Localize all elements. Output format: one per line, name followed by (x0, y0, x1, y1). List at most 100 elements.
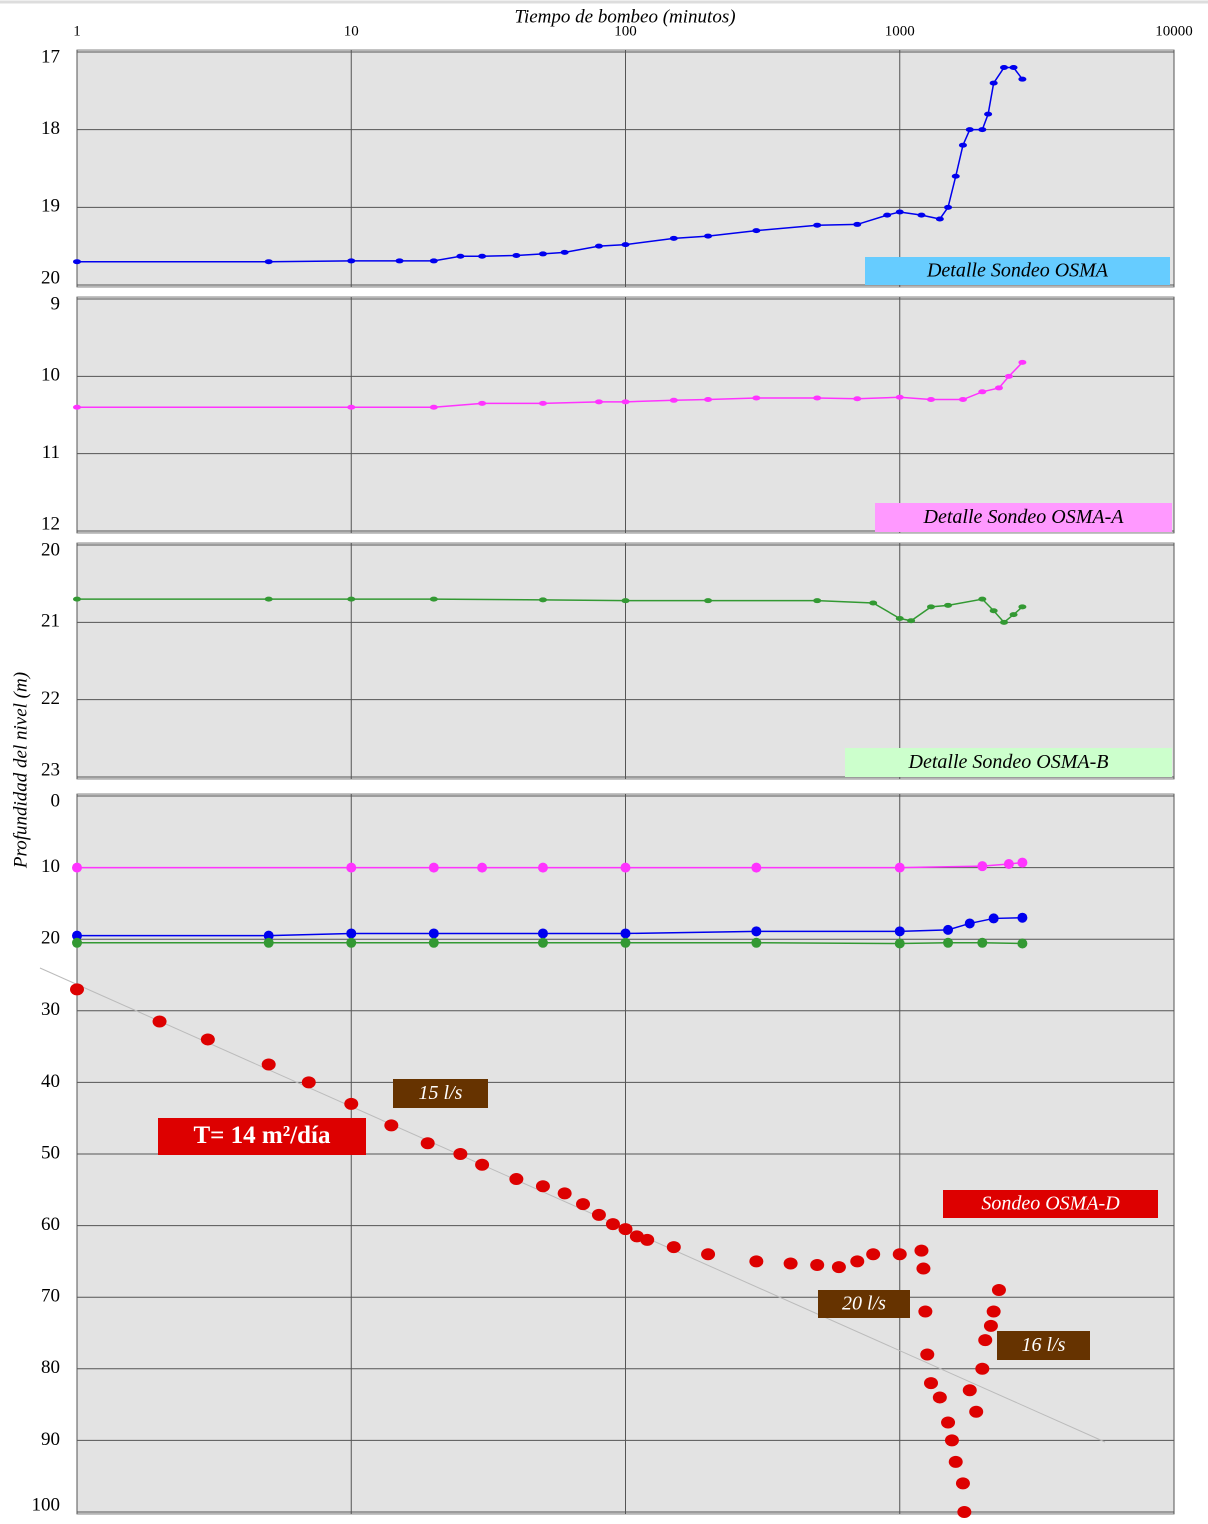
data-point (962, 1384, 977, 1397)
data-point (957, 1506, 972, 1518)
data-point (429, 258, 438, 264)
y-tick-label: 60 (41, 1214, 60, 1235)
y-tick-label: 20 (41, 928, 60, 949)
data-point (1018, 604, 1027, 610)
data-point (537, 937, 548, 948)
data-point (384, 1119, 399, 1132)
data-point (978, 389, 987, 395)
data-point (752, 228, 761, 234)
data-point (428, 937, 439, 948)
data-point (986, 1305, 1001, 1318)
data-point (916, 1262, 931, 1275)
data-point (594, 399, 603, 405)
annotation: Detalle Sondeo OSMA-B (908, 751, 1109, 773)
data-point (538, 400, 547, 406)
data-point (509, 1173, 524, 1186)
y-tick-label: 12 (41, 513, 60, 534)
annotation-box (158, 1118, 366, 1155)
data-point (883, 212, 892, 218)
data-point (1017, 938, 1028, 949)
data-point (347, 596, 356, 602)
data-point (926, 604, 935, 610)
data-point (538, 251, 547, 257)
y-tick-label: 40 (41, 1071, 60, 1092)
data-point (72, 937, 82, 948)
data-point (958, 397, 967, 403)
data-point (200, 1033, 215, 1046)
y-tick-label: 9 (51, 293, 61, 314)
data-point (892, 1248, 907, 1261)
data-point (978, 127, 987, 133)
data-point (70, 983, 84, 996)
data-point (264, 596, 273, 602)
data-point (456, 253, 465, 259)
x-axis-title: Tiempo de bombeo (minutos) (514, 6, 735, 27)
y-tick-label: 90 (41, 1429, 60, 1450)
data-point (1018, 76, 1027, 82)
trend-line (39, 967, 1106, 1443)
data-point (813, 598, 822, 604)
annotation-box (943, 1190, 1158, 1218)
data-point (944, 1434, 959, 1447)
x-tick-label: 10 (344, 23, 359, 39)
data-point (984, 111, 993, 117)
data-point (944, 204, 953, 210)
data-point (813, 222, 822, 228)
y-tick-label: 11 (42, 442, 60, 463)
y-tick-label: 30 (41, 999, 60, 1020)
annotation: T= 14 m²/día (193, 1122, 331, 1149)
data-point (538, 597, 547, 603)
series-line (77, 942, 1023, 945)
data-point (988, 913, 999, 924)
data-point (978, 596, 987, 602)
data-point (894, 938, 905, 949)
data-point (977, 861, 988, 872)
data-point (576, 1198, 591, 1211)
data-point (918, 1305, 933, 1318)
data-point (941, 1416, 956, 1429)
data-point (895, 615, 904, 621)
data-point (704, 598, 713, 604)
data-point (951, 173, 960, 179)
y-axis-title: Profundidad del nivel (m) (10, 672, 31, 869)
data-point (263, 937, 274, 948)
data-point (704, 397, 713, 403)
data-point (701, 1248, 716, 1261)
y-tick-label: 17 (41, 46, 60, 67)
data-point (560, 249, 569, 255)
data-point (932, 1391, 947, 1404)
data-point (73, 259, 81, 265)
x-tick-label: 1000 (885, 23, 915, 39)
data-point (537, 862, 548, 873)
data-point (535, 1180, 550, 1193)
data-point (920, 1348, 935, 1361)
data-point (537, 928, 548, 939)
data-point (666, 1241, 681, 1254)
data-point (477, 862, 488, 873)
data-point (591, 1208, 606, 1221)
data-point (1000, 65, 1009, 71)
data-point (1017, 857, 1028, 868)
data-point (783, 1257, 798, 1270)
data-point (944, 602, 953, 608)
data-point (620, 937, 631, 948)
data-point (955, 1477, 970, 1490)
data-point (978, 1334, 993, 1347)
x-tick-label: 10000 (1155, 23, 1193, 39)
data-point (420, 1137, 435, 1150)
data-point (704, 233, 713, 239)
annotation: 15 l/s (419, 1082, 463, 1104)
data-point (478, 400, 487, 406)
data-point (853, 396, 862, 402)
data-point (935, 216, 944, 222)
data-point (669, 397, 678, 403)
data-point (605, 1218, 620, 1231)
data-point (669, 235, 678, 241)
data-point (395, 258, 404, 264)
y-tick-label: 80 (41, 1357, 60, 1378)
data-point (640, 1233, 655, 1246)
data-point (620, 928, 631, 939)
data-point (895, 209, 904, 215)
data-point (914, 1244, 929, 1257)
